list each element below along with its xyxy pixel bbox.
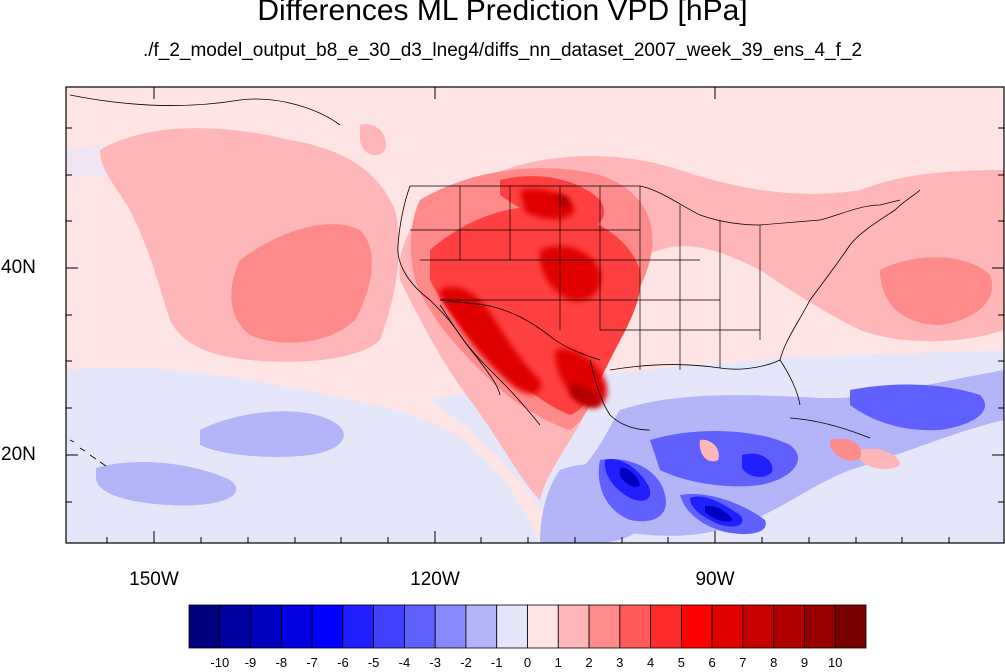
colorbar-swatch — [619, 604, 651, 649]
colorbar-label: 10 — [827, 655, 843, 670]
coastlines — [69, 94, 921, 439]
colorbar-swatch — [834, 604, 867, 649]
colorbar-label: -10 — [210, 655, 230, 670]
colorbar-swatch — [219, 604, 251, 649]
colorbar-label: 0 — [523, 655, 532, 670]
mexico-gulf-coast — [589, 359, 651, 431]
colorbar-label: -4 — [398, 655, 411, 670]
colorbar-label: 2 — [585, 655, 593, 670]
colorbar-label: -6 — [337, 655, 349, 670]
colorbar-swatch — [588, 604, 621, 649]
colorbar-swatch — [465, 604, 498, 649]
colorbar-swatch — [557, 604, 590, 649]
cuba — [789, 417, 871, 439]
colorbar-label: -3 — [429, 655, 441, 670]
colorbar-label: -7 — [306, 655, 318, 670]
colorbar-swatch — [250, 604, 282, 649]
colorbar-label: -8 — [275, 655, 288, 670]
colorbar-label: 9 — [800, 655, 809, 670]
mexico-us-border — [439, 299, 601, 361]
positive-region-peak — [555, 194, 600, 407]
colorbar-label: 4 — [646, 655, 655, 670]
colorbar-label: -1 — [490, 655, 503, 670]
colorbar-swatch — [527, 604, 559, 649]
colorbar-label: 7 — [739, 655, 747, 670]
chart-title: Differences ML Prediction VPD [hPa] — [257, 0, 748, 27]
state-lines-2 — [410, 229, 760, 331]
colorbar-swatch — [373, 604, 405, 649]
colorbar-swatch — [773, 604, 805, 649]
colorbar-swatch — [404, 604, 436, 649]
colorbar-swatch — [496, 604, 528, 649]
colorbar-label: -5 — [367, 655, 380, 670]
colorbar-swatch — [434, 604, 467, 649]
north-america-west-coast — [397, 185, 541, 426]
colorbar-label: 8 — [770, 655, 778, 670]
colorbar-swatch — [804, 604, 836, 649]
colorbar-swatch — [188, 604, 221, 649]
colorbar-swatch — [680, 604, 713, 649]
colorbar-swatch — [650, 604, 682, 649]
canada-us-border — [410, 185, 901, 226]
hawaii — [69, 439, 107, 467]
field-contours — [66, 87, 1004, 543]
colorbar-swatch — [742, 604, 775, 649]
positive-region-core — [439, 188, 608, 408]
colorbar-label: 1 — [554, 655, 562, 670]
colorbar-swatch — [711, 604, 744, 649]
us-boundary — [410, 185, 901, 370]
colorbar-swatch — [342, 604, 375, 649]
axis-ticks — [66, 87, 1004, 543]
lon-tick-label-90w: 90W — [695, 569, 735, 590]
colorbar — [188, 604, 867, 649]
lat-tick-label-40n: 40N — [1, 257, 36, 278]
us-east-coast — [779, 189, 921, 361]
lat-tick-label-20n: 20N — [1, 444, 36, 465]
baja-california — [439, 304, 501, 396]
colorbar-label: 3 — [616, 655, 624, 670]
negative-region-peak — [620, 467, 733, 522]
lon-tick-label-150w: 150W — [129, 569, 179, 590]
colorbar-label: -9 — [244, 655, 257, 670]
lon-tick-label-120w: 120W — [410, 569, 460, 590]
colorbar-label: 5 — [677, 655, 685, 670]
us-gulf-coast — [609, 359, 801, 406]
state-lines-1 — [459, 186, 761, 370]
chart-subtitle: ./f_2_model_output_b8_e_30_d3_lneg4/diff… — [142, 40, 863, 61]
colorbar-label: 6 — [708, 655, 716, 670]
colorbar-swatch — [280, 604, 313, 649]
colorbar-label: -2 — [460, 655, 472, 670]
alaska-coast — [69, 94, 341, 126]
colorbar-swatch — [311, 604, 344, 649]
